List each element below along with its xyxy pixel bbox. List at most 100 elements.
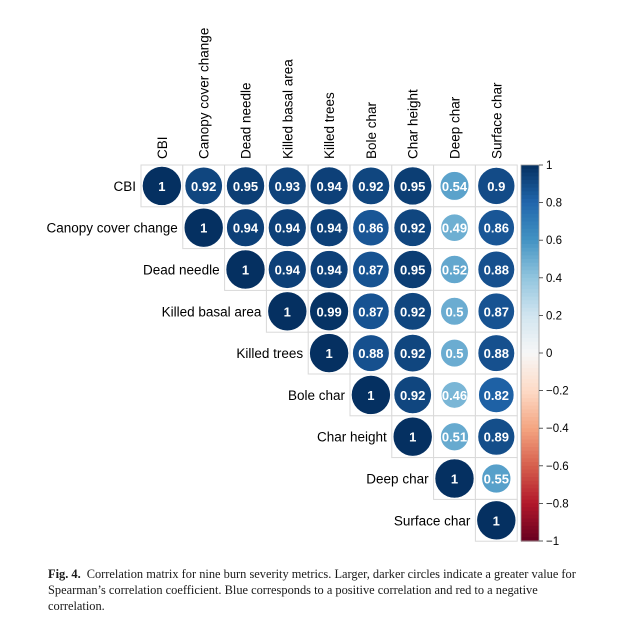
correlation-value-label: 0.94 [316,221,342,236]
correlation-circle [477,250,515,289]
colorbar-segment [521,236,539,241]
colorbar-segment [521,462,539,467]
column-label: Deep char [448,96,463,159]
correlation-value-label: 0.51 [442,430,467,445]
correlation-circle [226,208,265,247]
correlation-circle [142,166,182,206]
colorbar-segment [521,296,539,301]
correlation-circle [440,422,469,451]
colorbar-segment [521,454,539,459]
correlation-circle [352,292,390,330]
colorbar-segment [521,247,539,253]
correlation-value-label: 1 [200,221,207,236]
colorbar-tick-label: 0 [546,348,552,360]
correlation-value-label: 0.54 [442,179,468,194]
correlation-value-label: 0.88 [484,263,509,278]
correlation-value-label: 0.46 [442,388,467,403]
correlation-circle [393,334,432,373]
correlation-circle [268,208,307,247]
colorbar-segment [521,341,539,347]
colorbar-segment [521,469,539,474]
colorbar-tick-label: 0.8 [546,198,562,210]
colorbar-segment [521,383,539,388]
colorbar-segment [521,401,539,407]
colorbar-segment [521,405,539,410]
correlation-circle [393,250,433,289]
correlation-circle [351,166,390,205]
correlation-value-label: 0.86 [358,221,383,236]
colorbar-segment [521,270,539,275]
colorbar-segment [521,379,539,384]
colorbar-segment [521,360,539,365]
colorbar-segment [521,326,539,332]
correlation-value-label: 0.86 [484,221,509,236]
colorbar-segment [521,480,539,486]
correlation-circle [440,213,469,242]
colorbar-segment [521,191,539,196]
correlation-circle [440,255,469,284]
colorbar-segment [521,431,539,437]
colorbar-segment [521,394,539,399]
correlation-matrix-chart: 1 0.92 0.95 0.93 0.94 0.92 0.95 0.54 0.9 1 0.94 0.9… [46,28,569,548]
colorbar-segment [521,522,539,527]
colorbar-segment [521,371,539,377]
colorbar-segment [521,255,539,260]
row-label: Killed trees [236,346,303,361]
colorbar-segment [521,259,539,264]
column-label: Canopy cover change [197,28,212,159]
colorbar-segment [521,198,539,204]
colorbar-segment [521,243,539,249]
colorbar-segment [521,225,539,230]
correlation-circle [309,333,349,373]
colorbar-segment [521,292,539,298]
correlation-circle [393,166,433,206]
correlation-value-label: 0.94 [316,263,342,278]
correlation-value-label: 1 [242,263,249,278]
correlation-value-label: 0.55 [484,472,509,487]
correlation-circle [352,209,390,247]
colorbar-tick-label: −0.8 [546,498,569,510]
column-label: Dead needle [239,82,254,159]
colorbar-segment [521,390,539,395]
correlation-circle [477,292,515,330]
correlation-circle [477,418,515,456]
correlation-value-label: 0.87 [358,263,383,278]
correlation-value-label: 1 [284,304,291,319]
colorbar-tick-label: 0.6 [546,235,562,247]
colorbar-segment [521,450,539,456]
correlation-value-label: 0.94 [275,263,301,278]
colorbar-tick-label: −1 [546,536,559,548]
correlation-value-label: 1 [451,472,458,487]
correlation-circle [478,376,515,413]
circle-layer: 1 0.92 0.95 0.93 0.94 0.92 0.95 0.54 0.9 1 0.94 0.9… [142,166,517,541]
correlation-value-label: 0.94 [275,221,301,236]
colorbar-segment [521,251,539,256]
colorbar-segment [521,202,539,207]
colorbar-segment [521,206,539,211]
correlation-circle [226,166,265,206]
correlation-value-label: 0.88 [358,346,383,361]
colorbar-segment [521,443,539,448]
colorbar-segment [521,503,539,508]
column-label: Killed trees [322,92,337,159]
row-label: Killed basal area [162,304,262,319]
colorbar-tick-label: −0.4 [546,423,569,435]
colorbar-segment [521,285,539,290]
correlation-circle [309,250,349,289]
colorbar-segment [521,375,539,380]
correlation-value-label: 0.87 [484,304,509,319]
colorbar-segment [521,221,539,226]
correlation-value-label: 0.95 [233,179,258,194]
colorbar-segment [521,477,539,482]
row-label: Dead needle [143,263,220,278]
correlation-value-label: 0.89 [484,430,509,445]
row-label: Canopy cover change [46,221,177,236]
correlation-value-label: 1 [158,179,165,194]
row-label: CBI [113,179,136,194]
colorbar-segment [521,398,539,403]
colorbar-segment [521,304,539,309]
correlation-value-label: 0.95 [400,263,425,278]
correlation-value-label: 0.94 [233,221,259,236]
colorbar-segment [521,330,539,335]
correlation-circle [392,416,433,457]
